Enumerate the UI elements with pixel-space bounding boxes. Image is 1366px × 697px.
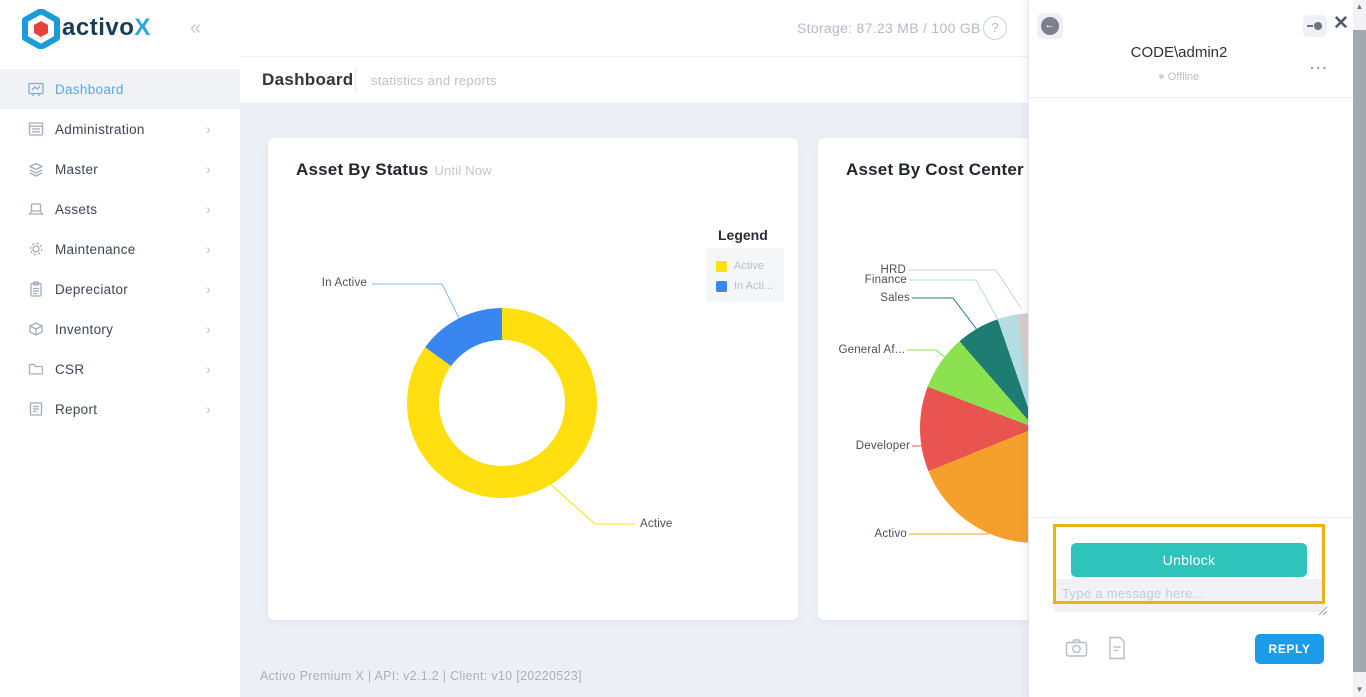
chevron-right-icon: › (206, 201, 211, 217)
chart-subtitle: Until Now (434, 163, 492, 178)
donut-ring[interactable] (407, 308, 597, 498)
brand-name: activoX (62, 14, 151, 42)
brand-hexagon-icon (22, 9, 60, 49)
sidebar-item-label: Dashboard (55, 81, 124, 97)
sidebar-item-label: Maintenance (55, 241, 136, 257)
chevron-right-icon: › (206, 161, 211, 177)
legend-label: In Acti... (734, 280, 774, 292)
asset-by-status-card: Asset By Status Until Now Legend Active I… (268, 138, 798, 620)
legend-label: Active (734, 260, 764, 272)
legend-chip-active (716, 260, 727, 272)
chart-title: Asset By Status Until Now (296, 160, 492, 180)
page-scrollbar[interactable]: ▲ ▼ (1353, 0, 1366, 697)
sidebar-item-master[interactable]: Master › (0, 149, 240, 189)
arrow-left-icon: ← (1041, 17, 1059, 35)
chart-title-text: Asset By Cost Center (846, 160, 1024, 179)
brand-primary: activo (62, 14, 135, 41)
chevron-right-icon: › (206, 281, 211, 297)
close-icon[interactable]: ✕ (1333, 13, 1349, 34)
legend-title: Legend (718, 227, 768, 243)
pie-label-developer: Developer (855, 440, 910, 452)
assets-icon (28, 203, 44, 215)
sidebar-item-label: Master (55, 161, 99, 177)
sidebar-item-administration[interactable]: Administration › (0, 109, 240, 149)
storage-indicator: Storage: 87.23 MB / 100 GB (797, 20, 981, 36)
page-title: Dashboard (262, 70, 354, 89)
sidebar-item-report[interactable]: Report › (0, 389, 240, 429)
logo-row: activoX « (0, 0, 240, 58)
donut-label-inactive: In Active (321, 277, 367, 289)
document-icon[interactable] (1107, 636, 1127, 660)
sidebar-item-maintenance[interactable]: Maintenance › (0, 229, 240, 269)
camera-icon[interactable] (1065, 637, 1088, 659)
maintenance-icon (29, 242, 43, 256)
chevron-right-icon: › (206, 121, 211, 137)
inventory-icon (29, 322, 43, 336)
sidebar-item-dashboard[interactable]: Dashboard (0, 69, 240, 109)
callout-line (372, 283, 465, 329)
chevron-right-icon: › (206, 321, 211, 337)
sidebar-item-label: Inventory (55, 321, 114, 337)
version-footer: Activo Premium X | API: v2.1.2 | Client:… (260, 669, 582, 683)
reply-button[interactable]: REPLY (1255, 634, 1324, 664)
pie-label-finance: Finance (864, 274, 907, 286)
depreciator-icon (30, 281, 42, 297)
chat-status: Offline (1029, 71, 1329, 83)
chevron-right-icon: › (206, 361, 211, 377)
chevron-right-icon: › (206, 241, 211, 257)
scroll-down-icon[interactable]: ▼ (1355, 685, 1364, 694)
master-icon (29, 162, 43, 177)
legend-chip-inactive (716, 280, 727, 292)
page-subtitle: statistics and reports (371, 73, 497, 88)
chart-title-text: Asset By Status (296, 160, 429, 179)
chat-user-title: CODE\admin2 (1130, 44, 1228, 61)
pie-label-sales: Sales (880, 292, 910, 304)
pie-label-general: General Af... (838, 344, 905, 356)
legend-item-active[interactable]: Active (716, 256, 784, 276)
legend-item-inactive[interactable]: In Acti... (716, 276, 784, 296)
administration-icon (28, 122, 44, 136)
detach-icon[interactable] (1303, 15, 1327, 37)
sidebar-item-label: Assets (55, 201, 98, 217)
help-icon[interactable]: ? (983, 16, 1007, 40)
scroll-up-icon[interactable]: ▲ (1355, 2, 1364, 11)
pie-label-activo: Activo (874, 528, 907, 540)
sidebar-item-label: CSR (55, 361, 85, 377)
title-divider (355, 68, 356, 92)
sidebar-item-inventory[interactable]: Inventory › (0, 309, 240, 349)
csr-icon (28, 363, 44, 375)
offline-dot (1158, 74, 1164, 79)
report-icon (29, 402, 43, 416)
callout-line (908, 269, 1022, 309)
brand-accent: X (134, 14, 151, 41)
unblock-button[interactable]: Unblock (1071, 543, 1307, 577)
chevron-right-icon: › (206, 401, 211, 417)
sidebar-item-label: Depreciator (55, 281, 129, 297)
sidebar: activoX « Dashboard Administration › Mas… (0, 0, 240, 697)
resize-handle[interactable] (1316, 604, 1328, 616)
sidebar-item-csr[interactable]: CSR › (0, 349, 240, 389)
sidebar-collapse-icon[interactable]: « (190, 17, 201, 39)
donut-hole (439, 340, 565, 466)
message-input[interactable] (1054, 579, 1323, 612)
back-button[interactable]: ← (1037, 13, 1063, 39)
sidebar-item-depreciator[interactable]: Depreciator › (0, 269, 240, 309)
donut-label-active: Active (640, 518, 673, 530)
sidebar-nav: Dashboard Administration › Master › Asse… (0, 69, 240, 429)
legend-box: Active In Acti... (706, 248, 784, 302)
callout-line (548, 482, 635, 525)
status-text: Offline (1167, 71, 1200, 83)
sidebar-item-label: Administration (55, 121, 145, 137)
dashboard-icon (28, 82, 44, 97)
sidebar-item-label: Report (55, 401, 98, 417)
sidebar-item-assets[interactable]: Assets › (0, 189, 240, 229)
pie-label-hrd: HRD (880, 264, 906, 276)
scrollbar-thumb[interactable] (1353, 30, 1366, 672)
chat-panel: ← CODE\admin2 Offline ✕ ... Unblock REPL… (1028, 0, 1354, 697)
compose-divider (1029, 517, 1354, 518)
more-menu-icon[interactable]: ... (1310, 56, 1329, 73)
panel-header-divider (1029, 97, 1354, 98)
